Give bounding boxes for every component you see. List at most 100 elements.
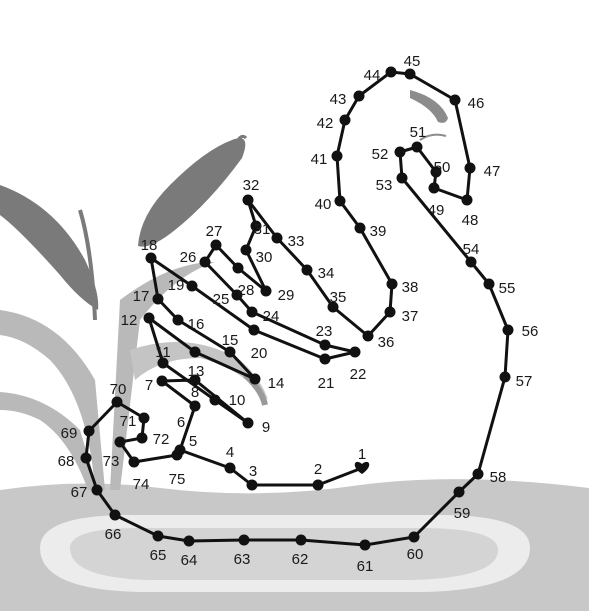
dot-12: 12 (121, 312, 155, 329)
dot-34: 34 (301, 264, 334, 282)
dot-71: 71 (120, 412, 150, 430)
dot-28: 28 (232, 262, 255, 299)
dot-label: 75 (169, 471, 186, 488)
dot-60: 60 (407, 531, 424, 563)
dot-1: 1 (354, 446, 370, 474)
dot-label: 59 (454, 505, 471, 522)
dot-marker (246, 306, 258, 318)
dot-marker (386, 278, 398, 290)
dot-label: 33 (288, 233, 305, 250)
dot-63: 63 (234, 534, 250, 568)
dot-label: 4 (226, 444, 234, 461)
dot-label: 18 (141, 237, 158, 254)
dot-marker (394, 146, 406, 158)
dot-marker (199, 256, 211, 268)
dot-label: 74 (133, 476, 150, 493)
dot-label: 39 (370, 223, 387, 240)
dot-35: 35 (327, 289, 346, 313)
dot-label: 22 (350, 366, 367, 383)
dot-label: 56 (522, 323, 539, 340)
dot-20: 20 (248, 324, 268, 362)
dot-label: 69 (61, 425, 78, 442)
dot-marker (430, 166, 442, 178)
dot-label: 54 (463, 241, 480, 258)
dot-6: 6 (177, 400, 201, 431)
dot-marker (353, 90, 365, 102)
dot-4: 4 (224, 444, 236, 474)
dot-label: 23 (316, 323, 333, 340)
dot-label: 32 (243, 177, 260, 194)
dot-label: 28 (238, 282, 255, 299)
dot-marker (349, 346, 361, 358)
dot-marker (152, 530, 164, 542)
dot-58: 58 (472, 468, 506, 486)
dot-label: 67 (71, 484, 88, 501)
dot-8: 8 (189, 374, 201, 401)
dot-23: 23 (316, 323, 333, 351)
dot-67: 67 (71, 484, 103, 501)
dot-marker (209, 394, 221, 406)
dot-label: 71 (120, 413, 137, 430)
dot-marker (334, 195, 346, 207)
dot-marker (461, 194, 473, 206)
dot-66: 66 (105, 509, 121, 543)
dot-label: 36 (378, 334, 395, 351)
dot-38: 38 (386, 278, 419, 296)
dot-marker (295, 534, 307, 546)
water (0, 479, 589, 611)
dot-62: 62 (292, 534, 308, 568)
dot-53: 53 (376, 172, 408, 194)
dot-marker (136, 432, 148, 444)
dot-marker (143, 312, 155, 324)
dot-26: 26 (180, 249, 211, 268)
dot-label: 60 (407, 546, 424, 563)
dot-marker (248, 324, 260, 336)
dot-marker (301, 264, 313, 276)
dot-label: 29 (278, 287, 295, 304)
dot-label: 19 (168, 277, 185, 294)
dot-label: 49 (428, 202, 445, 219)
dot-label: 21 (318, 375, 335, 392)
dot-47: 47 (464, 162, 501, 180)
dot-label: 37 (402, 308, 419, 325)
dot-marker (189, 346, 201, 358)
dot-marker (183, 535, 195, 547)
dot-label: 20 (251, 345, 268, 362)
dot-21: 21 (318, 353, 335, 392)
dot-marker (242, 194, 254, 206)
dot-label: 30 (256, 249, 273, 266)
dot-marker (231, 289, 243, 301)
dot-label: 45 (404, 53, 421, 70)
dot-label: 16 (188, 316, 205, 333)
dot-label: 31 (254, 221, 271, 238)
dot-label: 43 (330, 91, 347, 108)
dot-label: 47 (484, 163, 501, 180)
dot-44: 44 (364, 66, 397, 84)
dot-73: 73 (103, 436, 126, 470)
dot-marker (483, 278, 495, 290)
cattails (0, 134, 268, 490)
dot-9: 9 (242, 417, 270, 436)
dot-label: 38 (402, 279, 419, 296)
dot-41: 41 (311, 150, 343, 168)
dot-label: 2 (314, 461, 322, 478)
swan-features (242, 90, 448, 406)
dot-31: 31 (250, 220, 271, 238)
dot-label: 26 (180, 249, 197, 266)
dot-marker (404, 68, 416, 80)
dot-17: 17 (133, 288, 164, 305)
dot-33: 33 (271, 232, 305, 250)
dot-30: 30 (240, 244, 273, 266)
dot-label: 13 (188, 363, 205, 380)
dot-marker (232, 262, 244, 274)
dot-marker (472, 468, 484, 480)
dot-15: 15 (222, 332, 238, 358)
dot-marker (339, 114, 351, 126)
dot-42: 42 (317, 114, 351, 132)
dot-55: 55 (483, 278, 515, 297)
dot-marker (271, 232, 283, 244)
dot-24: 24 (246, 306, 279, 325)
dot-label: 73 (103, 453, 120, 470)
dot-marker (114, 436, 126, 448)
dot-label: 61 (357, 558, 374, 575)
